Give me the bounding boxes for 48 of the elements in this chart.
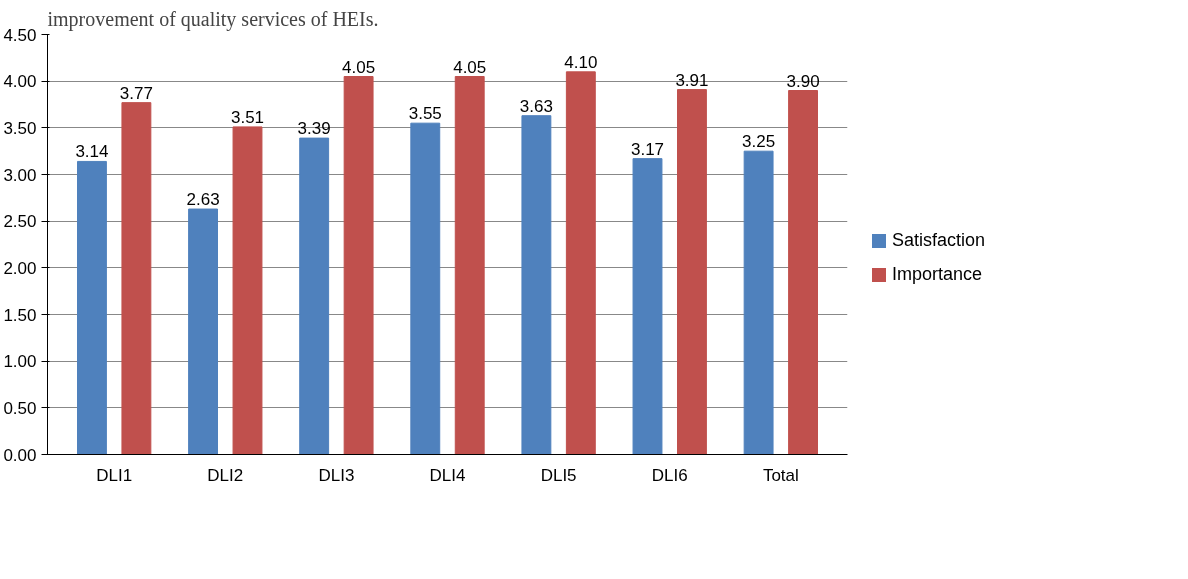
- legend-label: Importance: [892, 262, 983, 286]
- x-tick-label: DLI5: [540, 465, 577, 485]
- data-label: 3.90: [786, 71, 820, 91]
- text: improvement of quality services of HEIs.: [47, 7, 379, 31]
- x-tick-label: DLI6: [651, 465, 688, 485]
- bar: [677, 89, 707, 455]
- bar: [188, 208, 218, 455]
- bar: [299, 137, 330, 455]
- bar: [454, 76, 485, 455]
- bar: [77, 160, 107, 455]
- x-tick-label: DLI3: [318, 465, 355, 485]
- y-tick-label: 4.00: [3, 72, 37, 92]
- data-label: 3.14: [75, 142, 109, 162]
- data-label: 3.91: [675, 70, 709, 90]
- bar: [521, 115, 552, 455]
- y-tick-label: 1.50: [3, 305, 37, 325]
- data-label: 4.05: [453, 57, 487, 77]
- bar: [410, 122, 441, 455]
- y-tick-label: 1.00: [3, 352, 37, 372]
- data-label: 3.17: [630, 139, 665, 159]
- bar: [743, 150, 774, 455]
- bar: [232, 126, 263, 455]
- x-tick-label: DLI1: [96, 465, 133, 485]
- legend-label: Satisfaction: [892, 229, 986, 252]
- bar: [343, 76, 374, 455]
- x-tick-label: Total: [762, 465, 799, 485]
- y-tick-label: 4.50: [3, 25, 37, 45]
- bar: [788, 90, 818, 455]
- bar: [565, 71, 596, 455]
- x-tick-label: DLI2: [207, 465, 244, 485]
- y-tick-label: 2.00: [3, 258, 37, 278]
- data-label: 3.51: [230, 107, 265, 127]
- bar: [121, 102, 152, 455]
- data-label: 2.63: [186, 190, 220, 210]
- y-tick-label: 3.50: [3, 118, 37, 138]
- data-label: 4.10: [564, 52, 598, 72]
- data-label: 3.63: [519, 96, 553, 116]
- data-label: 3.25: [742, 132, 776, 152]
- data-label: 3.55: [408, 104, 442, 124]
- y-tick-label: 3.00: [3, 165, 37, 185]
- y-tick-label: 2.50: [3, 212, 37, 232]
- x-tick-label: DLI4: [429, 465, 466, 485]
- bar: [632, 158, 663, 455]
- y-tick-label: 0.50: [3, 398, 37, 418]
- data-label: 3.39: [297, 119, 331, 139]
- data-label: 3.77: [119, 83, 153, 103]
- data-label: 4.05: [342, 57, 376, 77]
- y-tick-label: 0.00: [3, 445, 37, 465]
